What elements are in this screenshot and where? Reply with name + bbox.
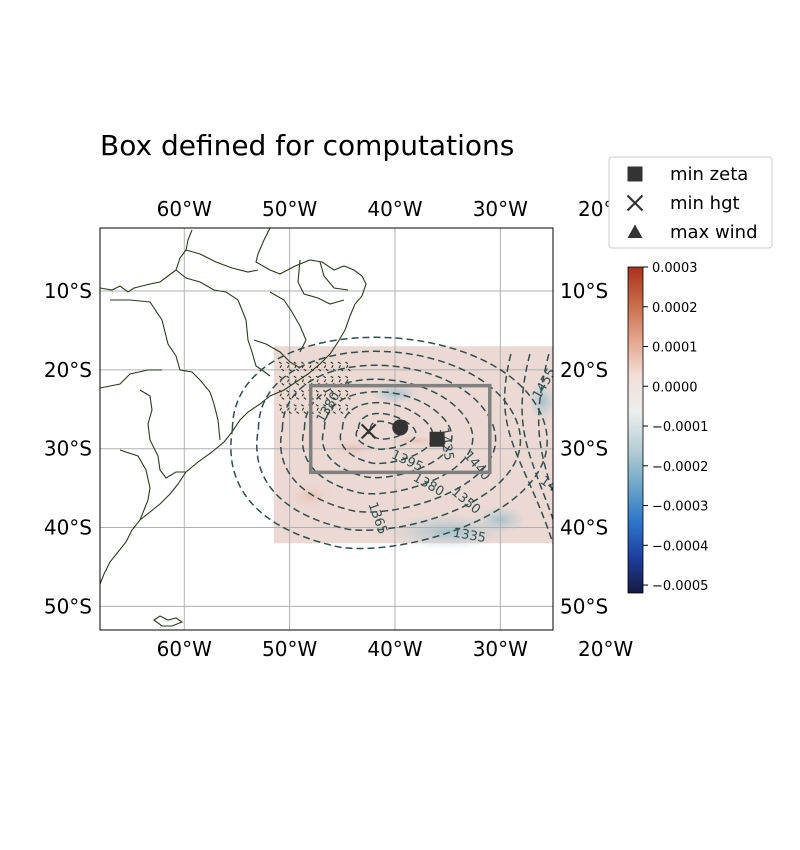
colorbar-tick-label: −0.0002 <box>652 460 708 475</box>
x-tick-label-bottom: 40°W <box>367 637 422 661</box>
contour-line <box>230 336 548 550</box>
contour-line <box>521 353 553 522</box>
legend-marker-max-wind <box>627 224 643 238</box>
legend-label: max wind <box>670 222 758 243</box>
coastlines-borders <box>100 228 367 627</box>
colorbar-tick-label: −0.0001 <box>652 420 708 435</box>
field-anomaly <box>285 481 336 511</box>
x-tick-label-top: 60°W <box>157 197 212 221</box>
colorbar-tick-label: 0.0000 <box>652 380 698 395</box>
y-tick-label-left: 30°S <box>44 437 92 461</box>
legend-label: min hgt <box>670 193 740 214</box>
computation-box <box>308 383 492 475</box>
y-tick-label-left: 40°S <box>44 516 92 540</box>
x-tick-label-top: 50°W <box>262 197 317 221</box>
marker-min-zeta <box>429 431 445 447</box>
y-tick-label-left: 20°S <box>44 358 92 382</box>
y-tick-label-right: 40°S <box>560 516 608 540</box>
x-tick-label-bottom: 30°W <box>473 637 528 661</box>
x-tick-label-bottom: 20°W <box>578 637 633 661</box>
contour-line <box>256 350 521 531</box>
legend-box <box>608 156 773 249</box>
contour-line <box>367 420 404 440</box>
southern-tip-islands <box>153 615 184 627</box>
legend-label: min zeta <box>670 164 748 185</box>
y-tick-label-right: 10°S <box>560 279 608 303</box>
country-borders <box>100 249 349 521</box>
colorbar-tick-label: 0.0001 <box>652 341 698 356</box>
y-tick-label-left: 50°S <box>44 594 92 618</box>
x-tick-label-bottom: 60°W <box>157 637 212 661</box>
y-tick-label-left: 10°S <box>44 279 92 303</box>
contour-line <box>537 353 553 496</box>
map-frame <box>99 227 554 631</box>
colorbar-tick-label: −0.0004 <box>652 539 708 554</box>
marker-max-wind <box>392 419 409 436</box>
legend-marker-min-hgt <box>626 194 644 212</box>
markers <box>360 419 445 447</box>
chart-title: Box defined for computations <box>100 129 514 162</box>
contour-line <box>321 391 453 479</box>
x-tick-label-bottom: 50°W <box>262 637 317 661</box>
colorbar-tick-label: 0.0002 <box>652 301 698 316</box>
coastal-detail <box>278 361 351 415</box>
marker-min-hgt <box>360 423 377 440</box>
y-tick-label-right: 30°S <box>560 437 608 461</box>
contour-line <box>503 353 553 544</box>
x-tick-label-top: 30°W <box>473 197 528 221</box>
field-anomaly <box>528 381 553 422</box>
colorbar-tick-label: −0.0003 <box>652 500 708 515</box>
colorbar-tick-label: 0.0003 <box>652 261 698 276</box>
x-tick-label-top: 40°W <box>367 197 422 221</box>
colorbar-tick-label: −0.0005 <box>652 579 708 594</box>
contour-label: 1335 <box>452 526 487 547</box>
y-tick-label-right: 20°S <box>560 358 608 382</box>
y-tick-label-right: 50°S <box>560 594 608 618</box>
contour-line <box>355 412 417 450</box>
contour-line <box>279 364 497 513</box>
height-contours <box>230 336 553 550</box>
legend: min zeta min hgt max wind <box>608 156 773 249</box>
legend-marker-min-zeta <box>627 166 643 182</box>
contour-line <box>339 401 434 465</box>
contour-line <box>301 378 474 495</box>
colorbar-gradient <box>627 266 644 594</box>
colorbar: 0.0003 0.0002 0.0001 0.0000 −0.0001 −0.0002 −0… <box>627 261 708 594</box>
